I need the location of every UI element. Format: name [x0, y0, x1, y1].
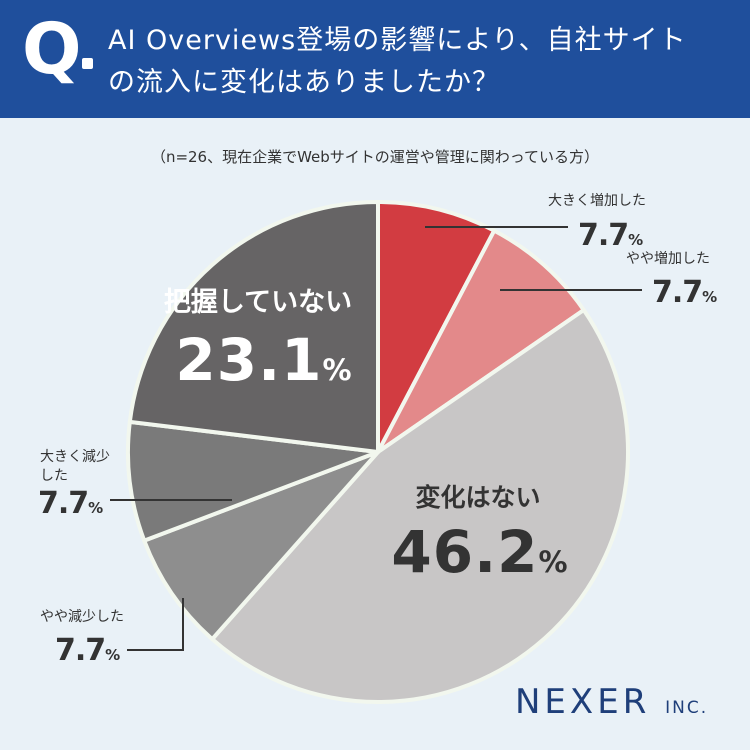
pie-slice-3 [142, 450, 380, 642]
question-text-line-1: AI Overviews登場の影響により、自社サイト [108, 25, 687, 56]
pie-slice-1 [376, 228, 586, 454]
company-logo: NEXER INC. [515, 682, 708, 722]
question-text-line-2: の流入に変化はありましたか？ [108, 67, 500, 98]
slice-value-4: 7.7% [38, 486, 103, 521]
brand-name: NEXER [515, 682, 651, 722]
slice-value-5: 23.1% [175, 326, 352, 394]
slice-label-1: やや増加した [626, 251, 710, 267]
pie-slice-4 [126, 419, 380, 543]
slice-label-5: 把握していない [164, 287, 352, 318]
pie-slice-5 [127, 200, 380, 454]
leader-line-3 [127, 598, 184, 651]
slice-value-0: 7.7% [578, 218, 643, 253]
pie-slice-0 [376, 200, 497, 454]
slice-value-3: 7.7% [55, 633, 120, 668]
question-dot [82, 58, 93, 69]
slice-label-0: 大きく増加した [548, 193, 646, 209]
brand-suffix: INC. [665, 698, 709, 718]
slice-value-2: 46.2% [391, 518, 568, 586]
slice-label-2: 変化はない [415, 483, 540, 512]
sample-note: （n=26、現在企業でWebサイトの運営や管理に関わっている方） [150, 148, 600, 166]
question-header: Q AI Overviews登場の影響により、自社サイト の流入に変化はありまし… [0, 0, 750, 118]
slice-label-4: 大きく減少した [40, 448, 110, 484]
slice-value-1: 7.7% [652, 275, 717, 310]
question-mark-label: Q [22, 8, 82, 90]
pie-slice-2 [210, 307, 630, 705]
slice-label-3: やや減少した [40, 608, 124, 625]
